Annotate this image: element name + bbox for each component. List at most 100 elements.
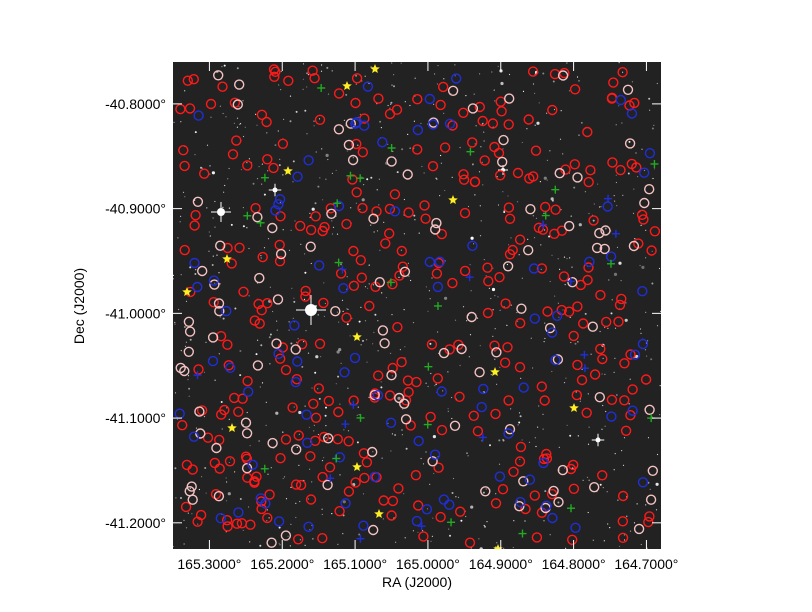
star-dot: [621, 122, 623, 124]
star-dot: [252, 182, 255, 185]
circle-marker: [585, 164, 596, 176]
star-dot: [221, 66, 223, 68]
star-dot: [569, 434, 572, 437]
star-dot: [617, 499, 619, 501]
star-dot: [173, 274, 174, 276]
circle-marker: [189, 220, 200, 231]
star-dot: [491, 287, 496, 292]
star-dot: [180, 215, 182, 217]
circle-marker: [267, 437, 278, 449]
star-dot: [546, 112, 548, 114]
star-dot: [390, 352, 392, 354]
star-dot: [342, 533, 344, 535]
star-marker: [222, 254, 232, 263]
circle-marker: [617, 490, 629, 502]
star-dot: [214, 282, 216, 284]
star-dot: [274, 144, 277, 147]
star-dot: [534, 92, 536, 94]
circle-marker: [380, 238, 391, 249]
circle-marker: [578, 318, 589, 329]
star-dot: [493, 89, 495, 91]
circle-marker: [224, 362, 236, 373]
star-dot: [430, 372, 432, 375]
star-marker: [370, 64, 380, 73]
star-dot: [290, 342, 293, 345]
star-dot: [498, 463, 501, 465]
circle-marker: [617, 66, 628, 78]
star-dot: [519, 415, 522, 418]
star-dot: [298, 410, 302, 415]
circle-marker: [322, 479, 333, 491]
star-dot: [563, 256, 566, 258]
circle-marker: [494, 471, 506, 482]
star-dot: [201, 476, 203, 478]
star-dot: [552, 80, 555, 83]
star-dot: [361, 198, 365, 202]
star-dot: [282, 477, 284, 480]
circle-marker: [540, 201, 551, 213]
circle-marker: [256, 109, 268, 121]
star-dot: [315, 151, 317, 153]
circle-marker: [617, 516, 628, 527]
circle-marker: [349, 352, 361, 364]
circle-marker: [400, 414, 412, 425]
star-dot: [578, 80, 580, 82]
circle-marker: [541, 448, 552, 460]
star-dot: [650, 358, 653, 361]
star-dot: [543, 176, 547, 180]
circle-marker: [435, 99, 446, 111]
star-marker: [342, 81, 352, 90]
star-dot: [234, 307, 237, 310]
star-dot: [613, 195, 615, 197]
y-axis-label: Dec (J2000): [71, 268, 87, 344]
circle-marker: [186, 481, 197, 492]
star-dot: [239, 350, 242, 352]
star-dot: [368, 396, 370, 398]
circle-marker: [273, 199, 284, 210]
star-dot: [204, 467, 207, 469]
cross-marker: [338, 265, 347, 274]
star-dot: [212, 217, 214, 219]
star-dot: [309, 529, 311, 531]
circle-marker: [467, 137, 478, 148]
star-dot: [641, 148, 643, 150]
star-dot: [483, 140, 485, 142]
cross-marker: [567, 504, 576, 513]
circle-marker: [223, 360, 235, 371]
cross-marker: [604, 194, 613, 203]
star-dot: [299, 500, 301, 503]
star-dot: [558, 316, 560, 318]
star-dot: [488, 287, 490, 289]
circle-marker: [305, 224, 317, 236]
circle-marker: [542, 306, 553, 317]
circle-marker: [355, 255, 366, 266]
star-dot: [309, 468, 311, 470]
circle-marker: [267, 222, 278, 234]
star-dot: [434, 385, 436, 387]
circle-marker: [644, 404, 655, 415]
circle-marker: [222, 339, 233, 350]
x-tick-label: 165.1000°: [323, 556, 387, 572]
circle-marker: [351, 187, 362, 198]
star-dot: [263, 193, 266, 196]
star-dot: [230, 458, 232, 460]
star-dot: [321, 513, 323, 516]
circle-marker: [584, 256, 595, 267]
circle-marker: [594, 392, 605, 403]
cross-marker: [551, 185, 560, 194]
circle-marker: [275, 248, 287, 260]
star-dot: [614, 357, 616, 359]
star-dot: [563, 382, 566, 384]
star-dot: [355, 202, 357, 204]
star-dot: [618, 62, 620, 64]
star-dot: [258, 440, 260, 442]
circle-marker: [300, 285, 311, 297]
star-dot: [613, 272, 618, 276]
circle-marker: [305, 494, 317, 505]
star-dot: [444, 296, 448, 300]
star-dot: [629, 378, 631, 380]
circle-marker: [323, 395, 334, 407]
circle-marker: [386, 510, 397, 521]
star-dot: [604, 227, 607, 230]
circle-marker: [270, 66, 281, 78]
